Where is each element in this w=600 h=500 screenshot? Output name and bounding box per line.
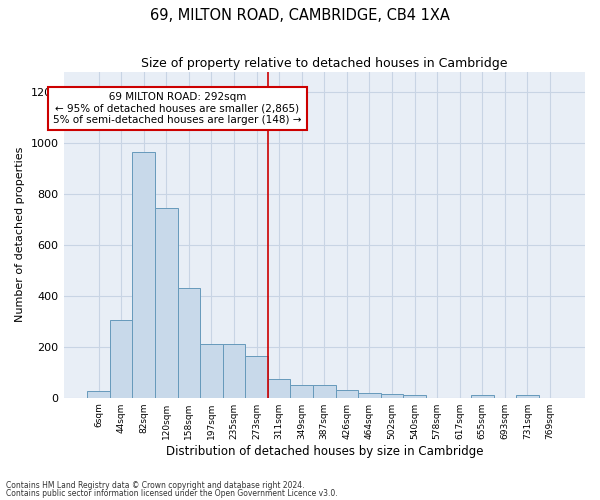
- Bar: [245, 356, 268, 398]
- Text: Contains HM Land Registry data © Crown copyright and database right 2024.: Contains HM Land Registry data © Crown c…: [6, 480, 305, 490]
- Text: 69, MILTON ROAD, CAMBRIDGE, CB4 1XA: 69, MILTON ROAD, CAMBRIDGE, CB4 1XA: [150, 8, 450, 22]
- Bar: [313, 385, 335, 398]
- Bar: [381, 394, 403, 398]
- Bar: [471, 394, 494, 398]
- Bar: [290, 385, 313, 398]
- X-axis label: Distribution of detached houses by size in Cambridge: Distribution of detached houses by size …: [166, 444, 483, 458]
- Bar: [87, 392, 110, 398]
- Text: Contains public sector information licensed under the Open Government Licence v3: Contains public sector information licen…: [6, 489, 338, 498]
- Bar: [155, 208, 178, 398]
- Bar: [358, 392, 381, 398]
- Bar: [335, 390, 358, 398]
- Bar: [133, 152, 155, 398]
- Y-axis label: Number of detached properties: Number of detached properties: [15, 147, 25, 322]
- Bar: [223, 344, 245, 398]
- Bar: [110, 320, 133, 398]
- Text: 69 MILTON ROAD: 292sqm   
← 95% of detached houses are smaller (2,865)
5% of sem: 69 MILTON ROAD: 292sqm ← 95% of detached…: [53, 92, 302, 125]
- Bar: [178, 288, 200, 398]
- Bar: [200, 344, 223, 398]
- Bar: [268, 378, 290, 398]
- Bar: [403, 394, 426, 398]
- Bar: [516, 394, 539, 398]
- Title: Size of property relative to detached houses in Cambridge: Size of property relative to detached ho…: [141, 58, 508, 70]
